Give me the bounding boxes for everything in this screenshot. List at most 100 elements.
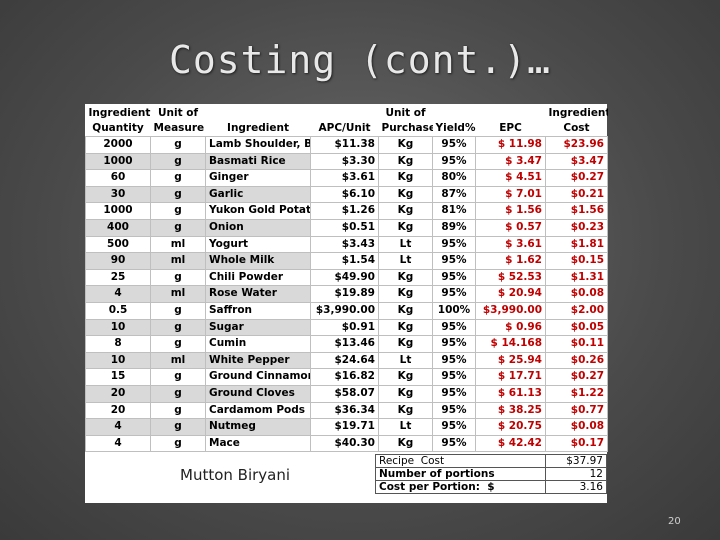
table-cell: Cardamom Pods bbox=[205, 401, 311, 420]
table-cell: g bbox=[150, 434, 206, 453]
table-cell: 10 bbox=[85, 351, 151, 370]
table-cell: g bbox=[150, 301, 206, 320]
header-cell: Ingredient Quantity bbox=[86, 104, 151, 137]
table-cell: 20 bbox=[85, 384, 151, 403]
table-cell: Kg bbox=[378, 335, 433, 353]
table-cell: White Pepper bbox=[205, 351, 311, 370]
header-line: APC/Unit bbox=[318, 122, 371, 134]
table-cell: $0.91 bbox=[310, 318, 379, 337]
table-cell: $ 7.01 bbox=[475, 185, 546, 204]
table-cell: g bbox=[150, 335, 206, 353]
table-cell: $0.27 bbox=[545, 368, 608, 386]
table-cell: g bbox=[150, 169, 206, 187]
table-cell: $1.81 bbox=[545, 235, 608, 254]
table-cell: Kg bbox=[378, 169, 433, 187]
table-cell: $0.27 bbox=[545, 169, 608, 187]
table-cell: Cumin bbox=[205, 335, 311, 353]
table-cell: Rose Water bbox=[205, 285, 311, 303]
table-cell: $1.31 bbox=[545, 268, 608, 287]
header-line: Purchase bbox=[381, 122, 433, 134]
table-cell: $ 3.61 bbox=[475, 235, 546, 254]
table-cell: $13.46 bbox=[310, 335, 379, 353]
table-row: 25 g Chili Powder $49.90 Kg 95% $ 52.53 $1.31 bbox=[85, 268, 608, 287]
table-cell: $0.51 bbox=[310, 218, 379, 237]
table-cell: 1000 bbox=[85, 152, 151, 171]
table-cell: Ginger bbox=[205, 169, 311, 187]
table-cell: Kg bbox=[378, 218, 433, 237]
table-cell: 95% bbox=[432, 136, 476, 154]
table-cell: $1.56 bbox=[545, 202, 608, 220]
table-cell: Kg bbox=[378, 384, 433, 403]
table-cell: 1000 bbox=[85, 202, 151, 220]
table-cell: 4 bbox=[85, 285, 151, 303]
table-cell: $0.08 bbox=[545, 285, 608, 303]
header-cell: EPC bbox=[476, 104, 546, 137]
table-cell: Onion bbox=[205, 218, 311, 237]
table-row: 500 ml Yogurt $3.43 Lt 95% $ 3.61 $1.81 bbox=[85, 235, 608, 254]
table-cell: $ 20.75 bbox=[475, 418, 546, 436]
table-cell: 95% bbox=[432, 418, 476, 436]
table-cell: $ 14.168 bbox=[475, 335, 546, 353]
table-cell: $6.10 bbox=[310, 185, 379, 204]
table-cell: Lt bbox=[378, 252, 433, 270]
table-row: 20 g Cardamom Pods $36.34 Kg 95% $ 38.25 $0.77 bbox=[85, 401, 608, 420]
table-cell: 95% bbox=[432, 434, 476, 453]
table-cell: $3.61 bbox=[310, 169, 379, 187]
table-row: 400 g Onion $0.51 Kg 89% $ 0.57 $0.23 bbox=[85, 218, 608, 237]
table-row: 15 g Ground Cinnamon $16.82 Kg 95% $ 17.71 $0.2… bbox=[85, 368, 608, 386]
table-cell: Sugar bbox=[205, 318, 311, 337]
table-cell: Kg bbox=[378, 301, 433, 320]
table-cell: 60 bbox=[85, 169, 151, 187]
table-cell: 95% bbox=[432, 384, 476, 403]
table-cell: 15 bbox=[85, 368, 151, 386]
table-cell: 400 bbox=[85, 218, 151, 237]
table-cell: ml bbox=[150, 351, 206, 370]
table-cell: $3.47 bbox=[545, 152, 608, 171]
table-cell: Kg bbox=[378, 285, 433, 303]
table-cell: 500 bbox=[85, 235, 151, 254]
header-line: Ingredient bbox=[548, 107, 608, 119]
header-line: EPC bbox=[499, 122, 522, 134]
table-cell: 25 bbox=[85, 268, 151, 287]
table-cell: 100% bbox=[432, 301, 476, 320]
table-cell: Kg bbox=[378, 152, 433, 171]
table-cell: g bbox=[150, 202, 206, 220]
table-cell: $ 20.94 bbox=[475, 285, 546, 303]
table-cell: 89% bbox=[432, 218, 476, 237]
table-cell: Kg bbox=[378, 318, 433, 337]
header-cell: Ingredient bbox=[206, 104, 311, 137]
table-cell: g bbox=[150, 384, 206, 403]
header-line: Quantity bbox=[92, 122, 144, 134]
table-cell: ml bbox=[150, 235, 206, 254]
table-cell: $58.07 bbox=[310, 384, 379, 403]
table-cell: $0.21 bbox=[545, 185, 608, 204]
table-cell: $0.23 bbox=[545, 218, 608, 237]
table-cell: Kg bbox=[378, 434, 433, 453]
table-cell: $3,990.00 bbox=[475, 301, 546, 320]
table-cell: Ground Cinnamon bbox=[205, 368, 311, 386]
table-cell: $ 0.57 bbox=[475, 218, 546, 237]
table-cell: 95% bbox=[432, 401, 476, 420]
summary-table: Recipe Cost $37.97 Number of portions 12 Cos… bbox=[374, 454, 607, 494]
table-cell: ml bbox=[150, 252, 206, 270]
table-row: 20 g Ground Cloves $58.07 Kg 95% $ 61.13 $1.22 bbox=[85, 384, 608, 403]
table-cell: 4 bbox=[85, 434, 151, 453]
table-cell: Kg bbox=[378, 185, 433, 204]
table-cell: Kg bbox=[378, 401, 433, 420]
table-cell: $3,990.00 bbox=[310, 301, 379, 320]
table-cell: $0.08 bbox=[545, 418, 608, 436]
table-cell: $0.77 bbox=[545, 401, 608, 420]
recipe-name: Mutton Biryani bbox=[180, 466, 291, 484]
table-cell: $40.30 bbox=[310, 434, 379, 453]
table-row: 30 g Garlic $6.10 Kg 87% $ 7.01 $0.21 bbox=[85, 185, 608, 204]
table-cell: 95% bbox=[432, 368, 476, 386]
table-cell: Nutmeg bbox=[205, 418, 311, 436]
table-cell: $3.30 bbox=[310, 152, 379, 171]
table-cell: Saffron bbox=[205, 301, 311, 320]
table-cell: $ 17.71 bbox=[475, 368, 546, 386]
header-line: Ingredient bbox=[227, 122, 289, 134]
table-cell: Garlic bbox=[205, 185, 311, 204]
table-row: 90 ml Whole Milk $1.54 Lt 95% $ 1.62 $0.15 bbox=[85, 252, 608, 270]
table-cell: $16.82 bbox=[310, 368, 379, 386]
